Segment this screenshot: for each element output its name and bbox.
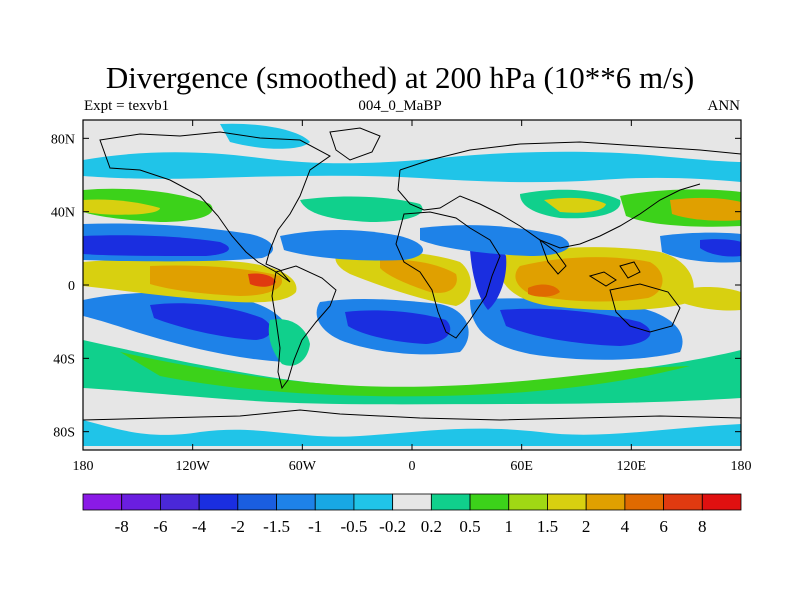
x-tick-label: 180 [731, 459, 752, 474]
coastline-south-america [271, 265, 337, 390]
y-tick-label: 40N [51, 206, 75, 221]
colorbar-swatch [353, 493, 394, 511]
south-pacific-negative-core [150, 303, 272, 340]
x-tick-label: 120E [617, 459, 647, 474]
colorbar-label: 0.2 [421, 517, 442, 536]
colorbar-label: -6 [153, 517, 167, 536]
x-axis: 180 120W 60W 0 60E 120E 180 [73, 120, 752, 474]
east-asia-positive-core [670, 197, 741, 221]
colorbar-label: 2 [582, 517, 591, 536]
colorbar-label: -1.5 [263, 517, 290, 536]
north-high-lat-negative-band [83, 151, 741, 183]
colorbar-label: -0.5 [340, 517, 367, 536]
atlantic-positive-midlat [300, 196, 423, 222]
indian-ocean-negative-core [500, 308, 651, 346]
colorbar-swatch [430, 493, 471, 511]
coastline-africa [395, 211, 501, 339]
colorbar-swatch [508, 493, 548, 511]
coastline-maritime-islands [588, 261, 641, 287]
case-label: 004_0_MaBP [358, 98, 442, 114]
colorbar-swatch [314, 493, 355, 511]
colorbar-swatch [392, 493, 432, 511]
colorbar-swatch [624, 493, 664, 511]
x-tick-label: 60W [289, 459, 317, 474]
east-pacific-positive-max [248, 273, 276, 287]
colorbar-label: -8 [115, 517, 129, 536]
season-label: ANN [707, 98, 741, 114]
colorbar-swatch [82, 493, 123, 511]
coastline-north-america [99, 131, 331, 283]
north-atlantic-negative-band [280, 230, 424, 261]
colorbar-swatch [160, 493, 200, 511]
atlantic-positive-core [380, 259, 457, 293]
southern-ocean-positive-core [120, 352, 690, 397]
x-tick-label: 180 [73, 459, 94, 474]
y-tick-label: 40S [53, 352, 75, 367]
west-pacific-negative-core [700, 239, 741, 257]
colorbar-label: -2 [231, 517, 245, 536]
coastline-india [538, 238, 567, 275]
colorbar-label: 1 [505, 517, 514, 536]
colorbar-label: 1.5 [537, 517, 558, 536]
colorbar-label: 0.5 [459, 517, 480, 536]
colorbar-swatch [469, 493, 510, 511]
west-pacific-positive [680, 286, 741, 311]
colorbar: -8 -6 -4 -2 -1.5 -1 -0.5 -0.2 0.2 0.5 1 1.5 2 4 6 8 [82, 493, 742, 536]
coastline-greenland [329, 127, 381, 161]
eurasia-positive-core [544, 197, 606, 213]
x-tick-label: 0 [409, 459, 416, 474]
east-pacific-positive-core [150, 265, 283, 296]
colorbar-label: 6 [659, 517, 668, 536]
north-pacific-positive-core [83, 199, 160, 215]
maritime-positive-max [528, 284, 560, 297]
y-tick-label: 80S [53, 426, 75, 441]
colorbar-label: 8 [698, 517, 707, 536]
colorbar-label: -1 [308, 517, 322, 536]
x-tick-label: 120W [176, 459, 211, 474]
antarctic-negative-band [83, 420, 741, 446]
coastline-eurasia [397, 141, 741, 249]
colorbar-swatch [276, 493, 316, 511]
y-axis: 80N 40N 0 40S 80S [51, 132, 741, 441]
north-pacific-negative-core [83, 235, 229, 256]
experiment-label: Expt = texvb1 [84, 98, 170, 114]
arctic-negative [220, 123, 310, 149]
colorbar-swatch [237, 493, 277, 511]
y-tick-label: 80N [51, 132, 75, 147]
south-atlantic-negative-core [345, 310, 451, 344]
africa-negative-wedge [470, 245, 507, 310]
colorbar-swatch [585, 493, 626, 511]
colorbar-label: 4 [621, 517, 630, 536]
coastline-antarctica [83, 409, 741, 421]
x-tick-label: 60E [510, 459, 533, 474]
colorbar-label: -4 [192, 517, 207, 536]
chart-title: Divergence (smoothed) at 200 hPa (10**6 … [105, 60, 695, 95]
asia-negative-band [420, 225, 570, 256]
map-field [83, 120, 741, 450]
colorbar-swatch [198, 493, 239, 511]
colorbar-swatch [663, 493, 703, 511]
coastlines [83, 127, 741, 421]
colorbar-swatch [547, 493, 587, 511]
y-tick-label: 0 [68, 279, 75, 294]
coastline-australia [609, 283, 681, 333]
colorbar-swatch [701, 493, 742, 511]
colorbar-label: -0.2 [379, 517, 406, 536]
colorbar-swatch [121, 493, 161, 511]
